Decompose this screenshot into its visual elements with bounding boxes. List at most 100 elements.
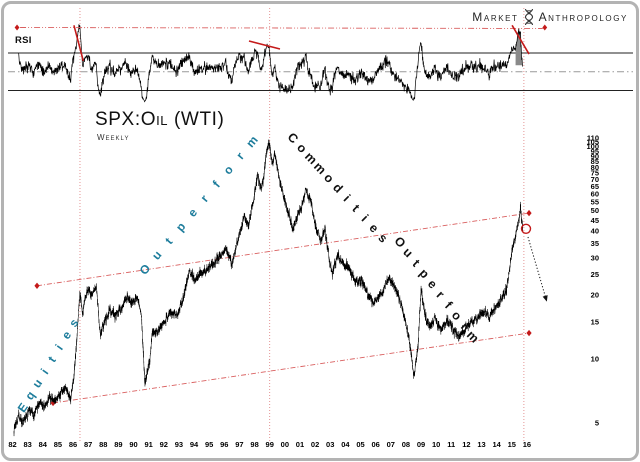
x-tick-label: 91 <box>144 440 152 449</box>
x-tick-label: 00 <box>281 440 289 449</box>
x-tick-label: 92 <box>160 440 168 449</box>
x-tick-label: 84 <box>39 440 48 449</box>
x-tick-label: 90 <box>129 440 137 449</box>
y-tick-label: 100 <box>586 142 599 151</box>
x-tick-label: 86 <box>69 440 77 449</box>
commodities-outperform-label: f <box>442 299 455 312</box>
commodities-outperform-label: e <box>425 277 440 292</box>
x-tick-label: 95 <box>205 440 213 449</box>
commodities-outperform-label: C <box>285 130 301 146</box>
commodities-outperform-label: o <box>321 171 337 187</box>
y-tick-label: 50 <box>591 206 599 215</box>
commodities-outperform-label: d <box>330 181 345 196</box>
y-tick-label: 80 <box>591 163 599 172</box>
x-tick-label: 07 <box>387 440 395 449</box>
main-series-range-bars <box>13 139 523 437</box>
x-tick-label: 05 <box>356 440 364 449</box>
x-tick-label: 82 <box>8 440 16 449</box>
red-diamond <box>14 24 20 31</box>
y-tick-label: 60 <box>591 189 599 198</box>
x-tick-label: 16 <box>523 440 531 449</box>
x-tick-label: 85 <box>54 440 62 449</box>
equities-outperform-label: u <box>29 376 45 390</box>
chart-title: SPX:Oil (WTI) <box>95 109 225 130</box>
rsi-series-path <box>18 24 523 103</box>
equities-outperform-label: m <box>243 133 261 150</box>
red-diamond <box>526 209 532 217</box>
commodities-outperform-label: e <box>366 221 381 236</box>
y-tick-label: 10 <box>591 355 599 364</box>
y-tick-label: 15 <box>591 317 599 326</box>
x-tick-label: 06 <box>371 440 379 449</box>
equities-outperform-label: r <box>198 192 212 205</box>
equities-outperform-label: i <box>38 366 51 377</box>
title-block: SPX:Oil (WTI) Weekly <box>95 109 224 142</box>
brand-anthropology: Anthropology <box>538 10 628 24</box>
y-tick-label: 5 <box>595 419 599 428</box>
commodities-outperform-label: o <box>449 308 465 324</box>
x-tick-label: 98 <box>250 440 258 449</box>
commodities-outperform-label: p <box>416 266 432 282</box>
x-tick-label: 01 <box>296 440 304 449</box>
y-tick-label: 40 <box>591 227 599 236</box>
x-tick-label: 89 <box>114 440 122 449</box>
y-tick-label: 95 <box>591 147 599 156</box>
dna-helix-icon <box>524 8 533 26</box>
equities-outperform-label: i <box>53 342 66 353</box>
x-tick-label: 97 <box>235 440 243 449</box>
commodities-outperform-label: r <box>434 288 447 301</box>
commodities-outperform-label: t <box>410 257 423 270</box>
x-tick-label: 08 <box>402 440 410 449</box>
equities-outperform-label: t <box>45 354 59 365</box>
y-tick-label: 55 <box>591 197 599 206</box>
channel-upper-line <box>36 212 530 287</box>
equities-outperform-label: q <box>22 389 38 403</box>
x-tick-label: 83 <box>23 440 31 449</box>
y-tick-label: 65 <box>591 182 599 191</box>
y-tick-label: 85 <box>591 157 599 166</box>
equities-outperform-label: p <box>173 220 188 235</box>
red-circle-annotation <box>520 223 532 234</box>
rsi-red-trendline <box>248 40 281 50</box>
y-tick-label: 90 <box>591 152 599 161</box>
y-tick-label: 25 <box>591 270 599 279</box>
y-tick-label: 105 <box>586 138 599 147</box>
main-series-path <box>13 140 523 434</box>
red-diamond <box>34 282 40 290</box>
projection-arrow-head <box>542 295 548 302</box>
rsi-red-dotted-line <box>20 27 543 29</box>
commodities-outperform-label: i <box>341 192 353 204</box>
red-diamond <box>542 24 548 31</box>
rsi-red-trendline <box>511 24 530 55</box>
x-tick-label: 12 <box>462 440 470 449</box>
y-tick-label: 30 <box>591 253 599 262</box>
x-tick-label: 13 <box>477 440 485 449</box>
x-tick-label: 14 <box>492 440 501 449</box>
rsi-label: RSI <box>15 35 32 46</box>
x-tick-label: 99 <box>266 440 274 449</box>
commodities-outperform-label: u <box>400 245 415 260</box>
equities-outperform-label: u <box>149 248 164 263</box>
y-tick-label: 75 <box>591 169 599 178</box>
x-tick-label: 88 <box>99 440 107 449</box>
x-tick-label: 04 <box>341 440 350 449</box>
x-tick-label: 02 <box>311 440 319 449</box>
rsi-red-trendline <box>73 25 85 62</box>
x-tick-label: 93 <box>175 440 183 449</box>
equities-outperform-label: o <box>221 163 236 178</box>
equities-outperform-label: s <box>66 316 81 330</box>
equities-outperform-label: r <box>233 149 247 162</box>
channel-lower-line <box>52 332 530 404</box>
y-tick-label: 110 <box>587 133 599 142</box>
x-tick-label: 11 <box>447 440 455 449</box>
y-tick-label: 35 <box>591 239 599 248</box>
equities-outperform-label: e <box>59 328 74 342</box>
x-tick-label: 09 <box>417 440 425 449</box>
chart-subtitle: Weekly <box>97 133 130 142</box>
x-tick-label: 10 <box>432 440 440 449</box>
commodities-outperform-label: s <box>375 231 390 246</box>
equities-outperform-label: O <box>137 261 154 277</box>
